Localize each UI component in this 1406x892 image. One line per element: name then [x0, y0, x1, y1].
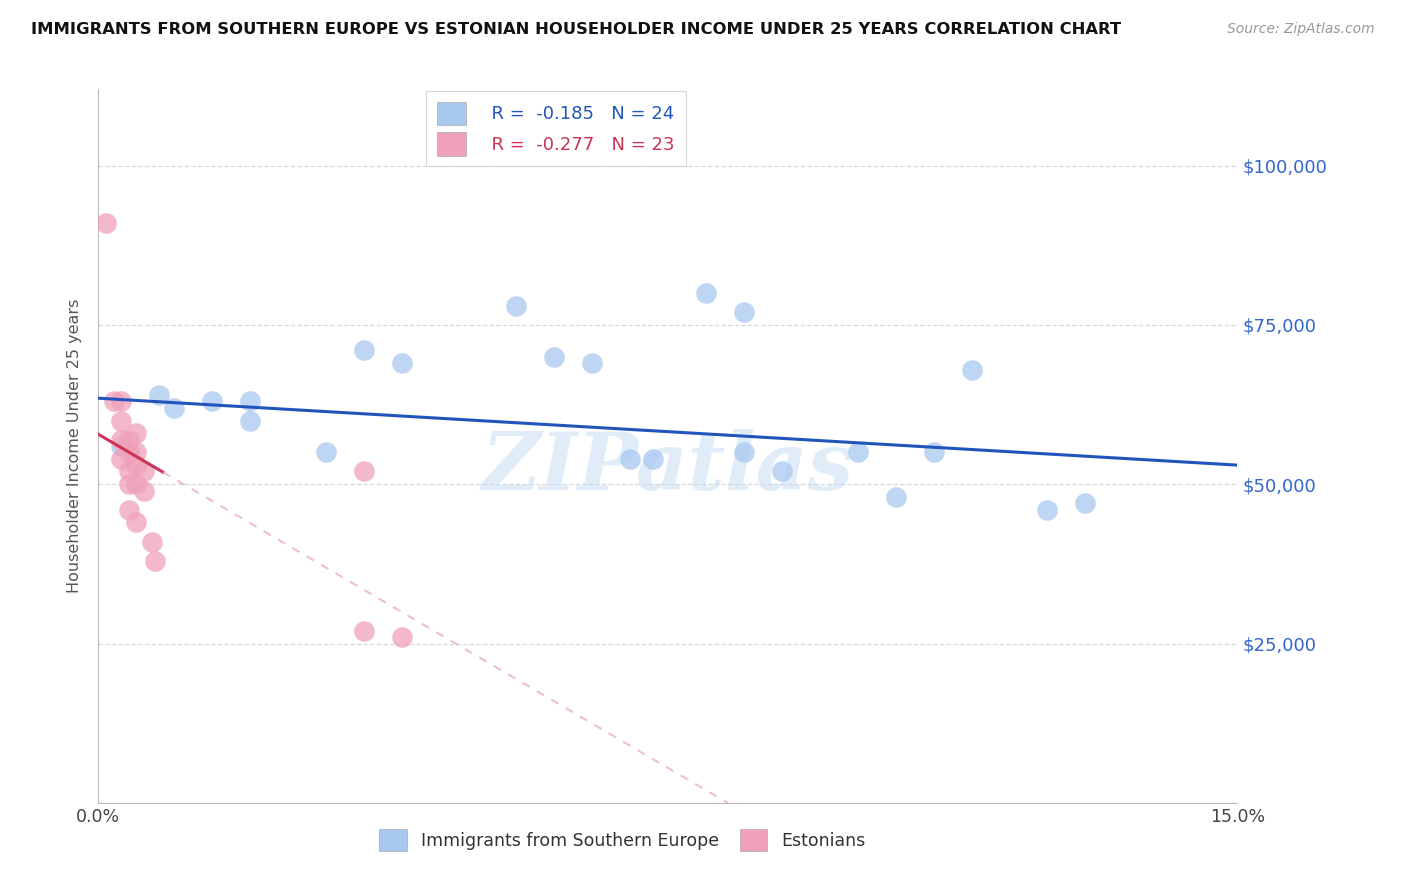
Point — [581, 356, 603, 370]
Point — [118, 445, 141, 459]
Point — [391, 356, 413, 370]
Point — [1074, 496, 1097, 510]
Point — [125, 516, 148, 530]
Point — [353, 343, 375, 358]
Point — [132, 483, 155, 498]
Text: ZIPatlas: ZIPatlas — [482, 429, 853, 506]
Point — [960, 362, 983, 376]
Point — [118, 477, 141, 491]
Point — [103, 394, 125, 409]
Point — [922, 445, 945, 459]
Point — [110, 451, 132, 466]
Point — [846, 445, 869, 459]
Legend: Immigrants from Southern Europe, Estonians: Immigrants from Southern Europe, Estonia… — [373, 822, 873, 858]
Point — [770, 465, 793, 479]
Point — [543, 350, 565, 364]
Point — [118, 502, 141, 516]
Point — [110, 394, 132, 409]
Point — [353, 624, 375, 638]
Point — [239, 394, 262, 409]
Point — [132, 465, 155, 479]
Point — [201, 394, 224, 409]
Point — [733, 305, 755, 319]
Point — [94, 216, 117, 230]
Point — [148, 388, 170, 402]
Point — [125, 458, 148, 472]
Y-axis label: Householder Income Under 25 years: Householder Income Under 25 years — [67, 299, 83, 593]
Text: IMMIGRANTS FROM SOUTHERN EUROPE VS ESTONIAN HOUSEHOLDER INCOME UNDER 25 YEARS CO: IMMIGRANTS FROM SOUTHERN EUROPE VS ESTON… — [31, 22, 1121, 37]
Point — [125, 426, 148, 441]
Point — [118, 433, 141, 447]
Point — [145, 554, 167, 568]
Point — [141, 534, 163, 549]
Point — [315, 445, 337, 459]
Text: Source: ZipAtlas.com: Source: ZipAtlas.com — [1227, 22, 1375, 37]
Point — [239, 413, 262, 427]
Point — [505, 299, 527, 313]
Point — [163, 401, 186, 415]
Point — [125, 445, 148, 459]
Point — [110, 433, 132, 447]
Point — [353, 465, 375, 479]
Point — [733, 445, 755, 459]
Point — [110, 413, 132, 427]
Point — [125, 477, 148, 491]
Point — [619, 451, 641, 466]
Point — [695, 286, 717, 301]
Point — [118, 465, 141, 479]
Point — [1036, 502, 1059, 516]
Point — [641, 451, 664, 466]
Point — [884, 490, 907, 504]
Point — [391, 630, 413, 644]
Point — [110, 439, 132, 453]
